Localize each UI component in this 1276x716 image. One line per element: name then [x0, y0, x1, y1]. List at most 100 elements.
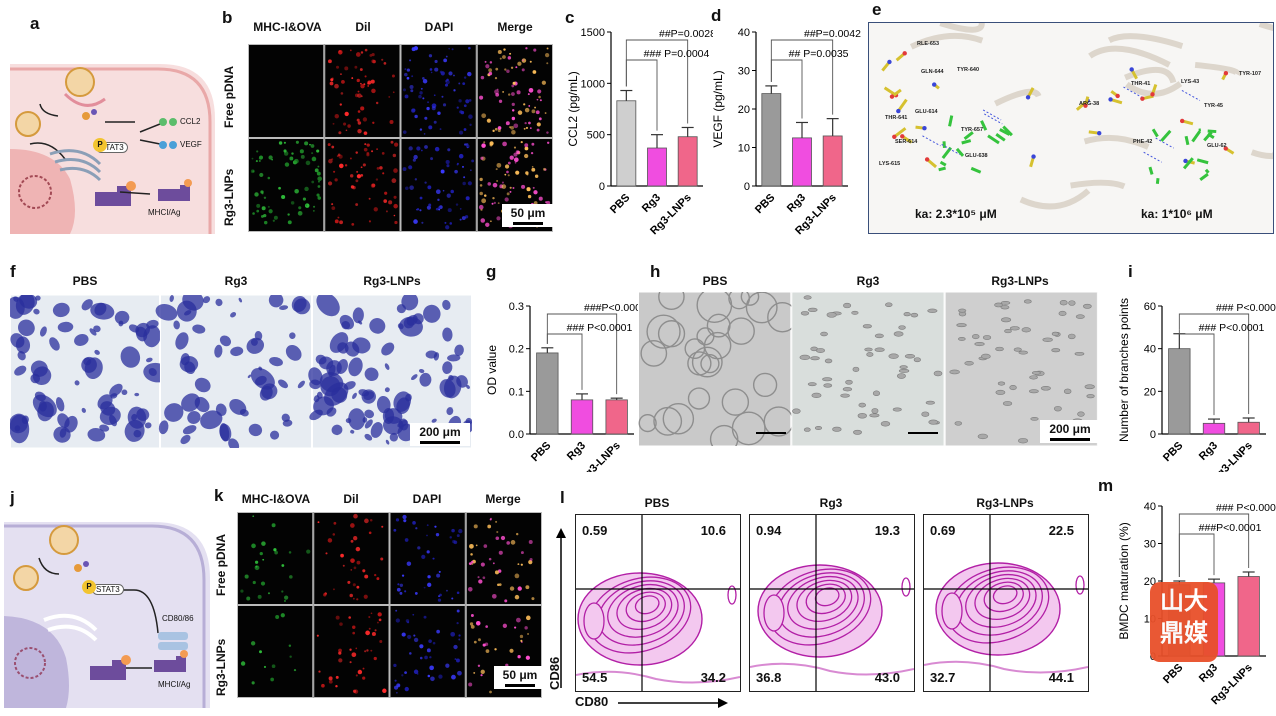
cell-dot: [499, 57, 502, 60]
tube-loop: [709, 424, 739, 446]
h-col-pbs: PBS: [702, 274, 728, 288]
h-bond: [941, 144, 960, 155]
flow-plot-pbs: 0.59 10.6 54.5 34.2: [575, 514, 741, 692]
panel-label-f: f: [10, 262, 16, 281]
cell-dot: [305, 160, 311, 166]
cell-dot: [377, 612, 382, 617]
cell-dot: [356, 598, 359, 601]
cell-dot: [413, 637, 419, 643]
significance-label: ### P=0.0004: [644, 48, 710, 60]
panel-label-b: b: [222, 8, 233, 27]
flow-title-rg3: Rg3: [819, 496, 843, 510]
density-contour: [935, 562, 1061, 656]
cell-dot: [435, 532, 440, 537]
cell-dot: [479, 184, 483, 187]
cell-dot: [240, 589, 244, 593]
stained-cell: [136, 408, 150, 421]
cell-dot: [300, 154, 305, 159]
cell-dot: [345, 129, 348, 132]
h-bond: [922, 135, 941, 147]
cell-dot: [463, 143, 467, 146]
cell-dot: [327, 181, 333, 186]
cell-dot: [477, 576, 480, 579]
category-label: Rg3: [565, 440, 588, 463]
cell-dot: [359, 68, 363, 71]
cell-dot: [397, 684, 400, 687]
cell-dot: [524, 122, 527, 125]
endothelial-cell: [1086, 394, 1095, 399]
cell-dot: [376, 167, 380, 170]
cell-dot: [511, 84, 515, 88]
cell-dot: [453, 74, 455, 77]
endothelial-cell: [1074, 351, 1085, 356]
cell-dot: [252, 212, 255, 215]
cell-dot: [509, 155, 514, 160]
stained-cell: [278, 379, 288, 389]
cell-dot: [536, 98, 539, 101]
cell-dot: [356, 170, 359, 173]
cell-dot: [520, 140, 523, 144]
ccl2-label: CCL2: [180, 117, 201, 126]
cell-dot: [429, 665, 434, 671]
cell-dot: [458, 99, 462, 103]
cell-dot: [335, 685, 338, 688]
cell-dot: [379, 166, 383, 170]
cell-dot: [391, 74, 395, 78]
stained-cell: [370, 422, 383, 438]
endothelial-cell: [977, 433, 988, 440]
endothelial-cell: [1075, 314, 1085, 319]
stained-cell: [419, 372, 432, 387]
cell-dot: [440, 71, 445, 76]
endothelial-cell: [799, 354, 811, 360]
phospho-icon: P: [93, 138, 107, 152]
cell-dot: [411, 108, 416, 113]
cell-dot: [427, 575, 431, 579]
f-col-rg3: Rg3: [224, 274, 248, 288]
cell-dot: [371, 632, 376, 637]
y-tick-label: 0.3: [509, 301, 524, 313]
endothelial-cell: [1000, 305, 1010, 310]
cell-dot: [252, 580, 256, 585]
stained-cell: [81, 299, 93, 311]
cell-dot: [318, 670, 321, 673]
stained-cell: [326, 407, 337, 417]
cell-dot: [262, 558, 265, 561]
cell-dot: [373, 207, 378, 212]
endothelial-cell: [815, 348, 825, 353]
endothelial-cell: [885, 302, 893, 307]
endothelial-cell: [858, 402, 866, 408]
cell-dot: [480, 208, 483, 211]
density-contour: [992, 585, 1018, 605]
atom: [932, 82, 937, 87]
residue-stick: [893, 127, 907, 138]
cell-dot: [428, 203, 432, 207]
significance-label: ## P=0.0035: [789, 48, 849, 60]
stained-cell: [230, 346, 244, 357]
cell-dot: [538, 95, 541, 99]
cell-dot: [502, 55, 506, 59]
cell-dot: [479, 95, 484, 100]
y-axis-label: BMDC maturation (%): [1117, 522, 1131, 639]
cell-dot: [533, 190, 538, 195]
micrograph-tile: [313, 512, 390, 605]
endothelial-cell: [1059, 300, 1068, 306]
k-col-dapi: DAPI: [412, 492, 442, 506]
panel-label-d: d: [711, 6, 722, 25]
cell-dot: [546, 131, 549, 134]
cell-dot: [412, 521, 416, 525]
cell-dot: [379, 639, 383, 643]
cell-dot: [493, 201, 496, 205]
stained-cell: [439, 379, 456, 398]
endothelial-cell: [1002, 401, 1013, 406]
atom: [1183, 158, 1188, 164]
cell-dot: [445, 663, 450, 668]
cell-dot: [482, 576, 486, 580]
stained-cell: [21, 415, 29, 424]
cell-dot: [436, 629, 440, 634]
stat3-label-j: STAT3: [92, 584, 124, 595]
residue-label: GLU-638: [965, 153, 988, 159]
panel-label-i: i: [1128, 262, 1133, 281]
cell-dot: [280, 613, 285, 618]
ligand-bond: [1002, 125, 1013, 137]
cell-dot: [434, 59, 438, 64]
